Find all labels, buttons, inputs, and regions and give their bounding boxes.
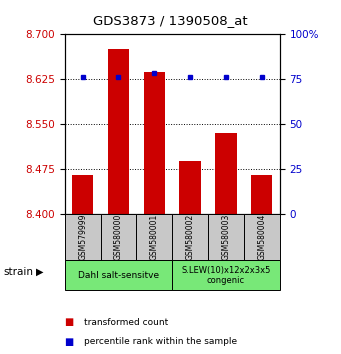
Bar [251,175,272,214]
Bar [72,175,93,214]
Text: S.LEW(10)x12x2x3x5
congenic: S.LEW(10)x12x2x3x5 congenic [181,266,271,285]
Text: GSM580003: GSM580003 [221,214,231,261]
Text: ■: ■ [65,337,77,347]
Text: ▶: ▶ [36,267,43,277]
Text: GDS3873 / 1390508_at: GDS3873 / 1390508_at [93,14,248,27]
Text: GSM580004: GSM580004 [257,214,266,261]
Bar [144,72,165,214]
Bar [172,214,208,260]
Bar [215,133,237,214]
Bar [179,161,201,214]
Text: GSM580002: GSM580002 [186,214,195,260]
Text: GSM579999: GSM579999 [78,214,87,261]
Bar [65,260,172,290]
Text: GSM580000: GSM580000 [114,214,123,261]
Text: GSM580001: GSM580001 [150,214,159,260]
Bar [172,260,280,290]
Bar [136,214,172,260]
Text: percentile rank within the sample: percentile rank within the sample [84,337,237,346]
Bar [244,214,280,260]
Bar [101,214,136,260]
Bar [108,48,129,214]
Bar [208,214,244,260]
Bar [65,214,101,260]
Text: Dahl salt-sensitve: Dahl salt-sensitve [78,271,159,280]
Text: strain: strain [3,267,33,277]
Text: ■: ■ [65,317,77,327]
Text: transformed count: transformed count [84,318,168,327]
